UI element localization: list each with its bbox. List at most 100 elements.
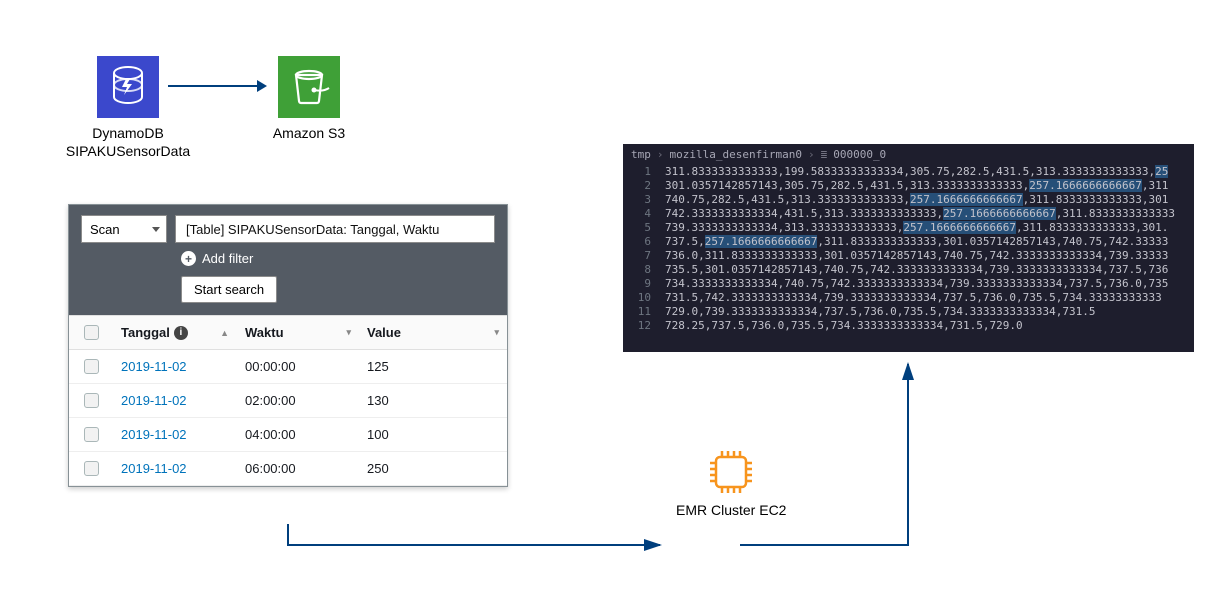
- ddb-toolbar: Scan [Table] SIPAKUSensorData: Tanggal, …: [69, 205, 507, 315]
- dynamodb-icon: [97, 56, 159, 118]
- terminal-line: 2301.0357142857143,305.75,282.5,431.5,31…: [623, 179, 1194, 193]
- line-content: 739.3333333333334,313.3333333333333,257.…: [665, 221, 1168, 235]
- terminal-line: 9734.3333333333334,740.75,742.3333333333…: [623, 277, 1194, 291]
- sort-caret-icon: ▾: [346, 327, 351, 338]
- line-content: 736.0,311.8333333333333,301.035714285714…: [665, 249, 1168, 263]
- line-number: 10: [623, 291, 665, 305]
- line-number: 3: [623, 193, 665, 207]
- add-filter-row[interactable]: + Add filter: [181, 251, 495, 266]
- row-checkbox-cell: [69, 384, 113, 417]
- table-descriptor-text: [Table] SIPAKUSensorData: Tanggal, Waktu: [186, 222, 439, 237]
- table-descriptor[interactable]: [Table] SIPAKUSensorData: Tanggal, Waktu: [175, 215, 495, 243]
- terminal-line: 4742.3333333333334,431.5,313.33333333333…: [623, 207, 1194, 221]
- cell-value: 250: [359, 452, 507, 485]
- cell-waktu: 00:00:00: [237, 350, 359, 383]
- scan-select[interactable]: Scan: [81, 215, 167, 243]
- info-icon: i: [174, 326, 188, 340]
- terminal-line: 8735.5,301.0357142857143,740.75,742.3333…: [623, 263, 1194, 277]
- start-search-button[interactable]: Start search: [181, 276, 277, 303]
- row-checkbox[interactable]: [84, 359, 99, 374]
- line-content: 311.8333333333333,199.58333333333334,305…: [665, 165, 1168, 179]
- ddb-table-header: Tanggal i ▲ Waktu ▾ Value ▾: [69, 315, 507, 350]
- th-value[interactable]: Value ▾: [359, 316, 507, 349]
- arrow-ddb-to-s3: [168, 85, 258, 87]
- file-icon: ≣: [821, 148, 828, 162]
- row-checkbox-cell: [69, 452, 113, 485]
- row-checkbox-cell: [69, 418, 113, 451]
- crumb-sep: ›: [808, 148, 815, 162]
- terminal-line: 5739.3333333333334,313.3333333333333,257…: [623, 221, 1194, 235]
- line-content: 731.5,742.3333333333334,739.333333333333…: [665, 291, 1162, 305]
- th-value-label: Value: [367, 325, 401, 340]
- dynamodb-label: DynamoDB SIPAKUSensorData: [38, 124, 218, 160]
- terminal-line: 11729.0,739.3333333333334,737.5,736.0,73…: [623, 305, 1194, 319]
- add-filter-label: Add filter: [202, 251, 253, 266]
- s3-icon: [278, 56, 340, 118]
- line-number: 4: [623, 207, 665, 221]
- row-checkbox[interactable]: [84, 427, 99, 442]
- th-checkbox[interactable]: [69, 316, 113, 349]
- line-content: 737.5,257.1666666666667,311.833333333333…: [665, 235, 1168, 249]
- cell-waktu: 06:00:00: [237, 452, 359, 485]
- terminal-line: 3740.75,282.5,431.5,313.3333333333333,25…: [623, 193, 1194, 207]
- crumb-sep: ›: [657, 148, 664, 162]
- cell-waktu: 02:00:00: [237, 384, 359, 417]
- line-content: 742.3333333333334,431.5,313.333333333333…: [665, 207, 1175, 221]
- plus-icon: +: [181, 251, 196, 266]
- line-number: 7: [623, 249, 665, 263]
- crumb-3: 000000_0: [833, 148, 886, 162]
- line-content: 301.0357142857143,305.75,282.5,431.5,313…: [665, 179, 1168, 193]
- line-number: 1: [623, 165, 665, 179]
- cell-tanggal[interactable]: 2019-11-02: [113, 452, 237, 485]
- row-checkbox-cell: [69, 350, 113, 383]
- ddb-table-body: 2019-11-0200:00:001252019-11-0202:00:001…: [69, 350, 507, 486]
- terminal-line: 6737.5,257.1666666666667,311.83333333333…: [623, 235, 1194, 249]
- line-number: 2: [623, 179, 665, 193]
- terminal-line: 1311.8333333333333,199.58333333333334,30…: [623, 165, 1194, 179]
- dynamodb-label-line1: DynamoDB: [38, 124, 218, 142]
- sort-caret-icon: ▾: [494, 327, 499, 338]
- row-checkbox[interactable]: [84, 461, 99, 476]
- table-row[interactable]: 2019-11-0206:00:00250: [69, 452, 507, 486]
- line-number: 12: [623, 319, 665, 333]
- th-tanggal-label: Tanggal: [121, 325, 170, 340]
- line-content: 734.3333333333334,740.75,742.33333333333…: [665, 277, 1168, 291]
- line-number: 5: [623, 221, 665, 235]
- cell-tanggal[interactable]: 2019-11-02: [113, 350, 237, 383]
- line-content: 735.5,301.0357142857143,740.75,742.33333…: [665, 263, 1168, 277]
- line-content: 729.0,739.3333333333334,737.5,736.0,735.…: [665, 305, 1095, 319]
- start-search-label: Start search: [194, 282, 264, 297]
- scan-select-label: Scan: [90, 222, 120, 237]
- checkbox-all[interactable]: [84, 325, 99, 340]
- cell-value: 130: [359, 384, 507, 417]
- table-row[interactable]: 2019-11-0200:00:00125: [69, 350, 507, 384]
- terminal-line: 12728.25,737.5,736.0,735.5,734.333333333…: [623, 319, 1194, 333]
- table-row[interactable]: 2019-11-0202:00:00130: [69, 384, 507, 418]
- cell-tanggal[interactable]: 2019-11-02: [113, 418, 237, 451]
- th-tanggal[interactable]: Tanggal i ▲: [113, 316, 237, 349]
- line-content: 728.25,737.5,736.0,735.5,734.33333333333…: [665, 319, 1023, 333]
- line-number: 11: [623, 305, 665, 319]
- terminal-breadcrumb: tmp › mozilla_desenfirman0 › ≣ 000000_0: [623, 144, 1194, 165]
- dynamodb-label-line2: SIPAKUSensorData: [38, 142, 218, 160]
- emr-cluster: EMR Cluster EC2: [676, 448, 786, 518]
- row-checkbox[interactable]: [84, 393, 99, 408]
- cell-waktu: 04:00:00: [237, 418, 359, 451]
- line-content: 740.75,282.5,431.5,313.3333333333333,257…: [665, 193, 1168, 207]
- terminal-lines: 1311.8333333333333,199.58333333333334,30…: [623, 165, 1194, 337]
- table-row[interactable]: 2019-11-0204:00:00100: [69, 418, 507, 452]
- s3-label: Amazon S3: [258, 124, 360, 142]
- cell-value: 125: [359, 350, 507, 383]
- cell-value: 100: [359, 418, 507, 451]
- dynamodb-console-panel: Scan [Table] SIPAKUSensorData: Tanggal, …: [68, 204, 508, 487]
- crumb-1: tmp: [631, 148, 651, 162]
- sort-asc-icon: ▲: [220, 328, 229, 338]
- line-number: 9: [623, 277, 665, 291]
- crumb-2: mozilla_desenfirman0: [670, 148, 802, 162]
- terminal-line: 10731.5,742.3333333333334,739.3333333333…: [623, 291, 1194, 305]
- emr-label: EMR Cluster EC2: [676, 502, 786, 518]
- th-waktu[interactable]: Waktu ▾: [237, 316, 359, 349]
- cell-tanggal[interactable]: 2019-11-02: [113, 384, 237, 417]
- line-number: 6: [623, 235, 665, 249]
- th-waktu-label: Waktu: [245, 325, 284, 340]
